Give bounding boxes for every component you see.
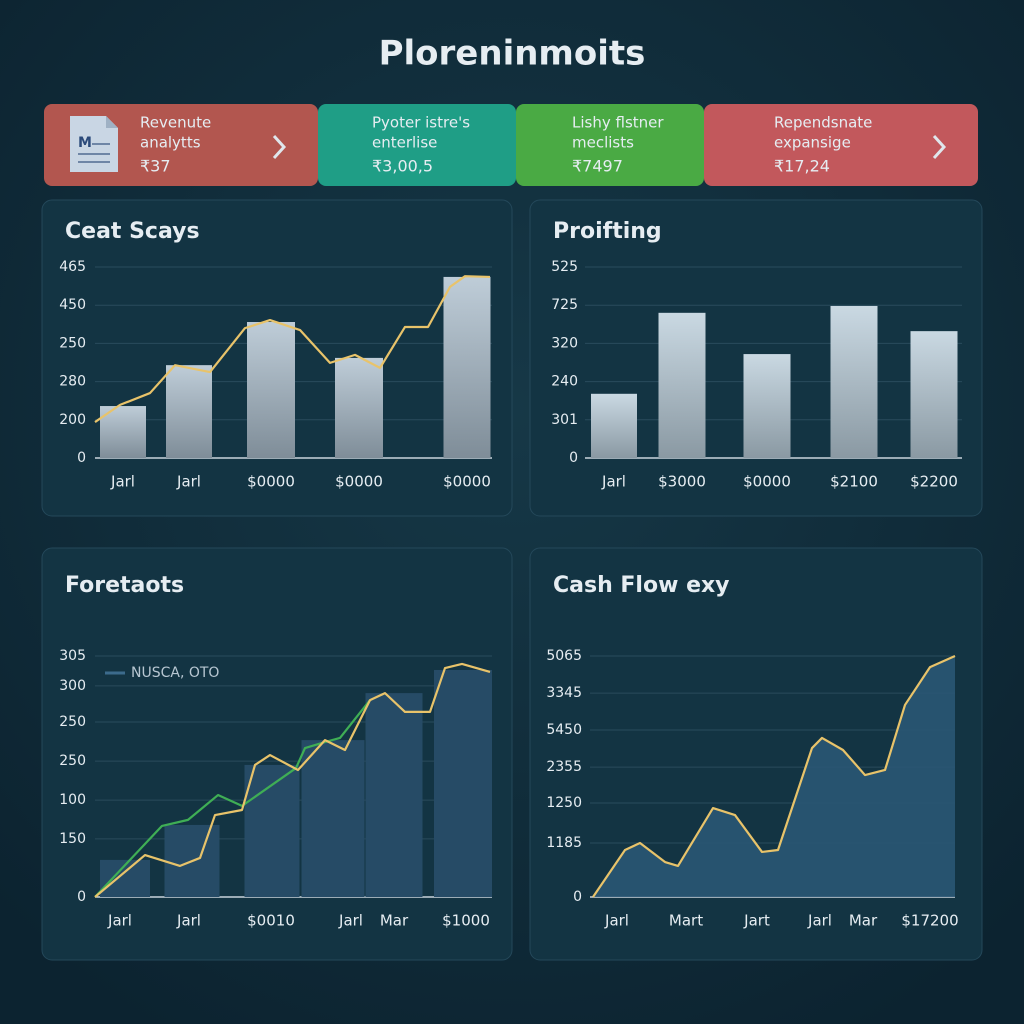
x-tick-label: $0000 [335,473,383,491]
x-tick-label: Jarl [338,912,363,930]
y-tick-label: 0 [573,889,582,905]
y-tick-label: 250 [59,335,86,351]
x-tick-label: Jarl [176,912,201,930]
bar-shade [658,312,706,458]
panel-title: Foretaots [65,573,184,598]
y-tick-label: 450 [59,297,86,313]
bar [301,740,365,897]
y-tick-label: 320 [551,335,578,351]
bar-shade [443,276,491,458]
y-tick-label: 280 [59,374,86,390]
panel-title: Proifting [553,219,662,244]
kpi-label: Revenute [140,114,211,132]
page-title: Ploreninmoits [379,34,646,74]
kpi-label: analytts [140,134,201,152]
x-tick-label: Jarl [807,912,832,930]
x-tick-label: Jarl [601,473,626,491]
x-tick-label: $2200 [910,473,958,491]
x-tick-label: $1000 [442,912,490,930]
bar-shade [335,357,383,458]
line [94,699,371,898]
y-tick-label: 3345 [546,685,582,701]
legend-label: NUSCA, OTO [131,665,219,681]
x-tick-label: Jarl [107,912,132,930]
kpi-label: expansige [774,134,851,152]
y-tick-label: 250 [59,753,86,769]
panel-title: Ceat Scays [65,219,200,244]
y-tick-label: 0 [77,450,86,466]
panel-title: Cash Flow exy [553,573,730,598]
bar-shade [591,393,637,458]
x-tick-label: Mart [669,912,703,930]
bar [244,764,300,897]
kpi-label: meclists [572,134,634,152]
kpi-card[interactable] [516,104,704,186]
y-tick-label: 5065 [546,648,582,664]
svg-text:M: M [78,135,92,151]
x-tick-label: $0010 [247,912,295,930]
kpi-value: ₹7497 [572,157,623,176]
y-tick-label: 150 [59,831,86,847]
line [94,275,491,423]
kpi-label: Pyoter istre's [372,114,470,132]
bar-shade [910,331,958,458]
kpi-label: enterlise [372,134,437,152]
y-tick-label: 465 [59,259,86,275]
bar-shade [166,365,212,458]
y-tick-label: 525 [551,259,578,275]
y-tick-label: 0 [569,450,578,466]
bar-shade [743,354,791,458]
kpi-card[interactable] [318,104,516,186]
x-tick-label: $0000 [443,473,491,491]
y-tick-label: 301 [551,412,578,428]
x-tick-label: Mar [380,912,409,930]
y-tick-label: 305 [59,648,86,664]
x-tick-label: Mar [849,912,878,930]
y-tick-label: 240 [551,374,578,390]
y-tick-label: 725 [551,297,578,313]
y-tick-label: 250 [59,714,86,730]
y-tick-label: 1250 [546,795,582,811]
bar [365,693,423,897]
line [94,662,491,898]
y-tick-label: 0 [77,889,86,905]
chevron[interactable] [932,134,947,160]
area [593,656,955,897]
line [592,654,956,898]
x-tick-label: $2100 [830,473,878,491]
y-tick-label: 1185 [546,835,582,851]
x-tick-label: Jarl [110,473,135,491]
x-tick-label: Jarl [604,912,629,930]
x-tick-label: $3000 [658,473,706,491]
kpi-label: Rependsnate [774,114,872,132]
x-tick-label: $17200 [901,912,958,930]
y-tick-label: 2355 [546,759,582,775]
y-tick-label: 200 [59,412,86,428]
kpi-label: Lishy flstner [572,114,664,132]
x-tick-label: $0000 [247,473,295,491]
x-tick-label: Jarl [176,473,201,491]
kpi-card[interactable] [704,104,978,186]
x-tick-label: Jart [743,912,770,930]
kpi-value: ₹3,00,5 [372,157,433,176]
kpi-value: ₹37 [140,157,171,176]
y-tick-label: 5450 [546,722,582,738]
bar-shade [830,305,878,458]
doc-icon: M [70,116,118,172]
bar-shade [247,322,295,458]
x-tick-label: $0000 [743,473,791,491]
kpi-value: ₹17,24 [774,157,830,176]
y-tick-label: 100 [59,792,86,808]
y-tick-label: 300 [59,678,86,694]
chevron[interactable] [272,134,287,160]
bar [434,669,492,897]
